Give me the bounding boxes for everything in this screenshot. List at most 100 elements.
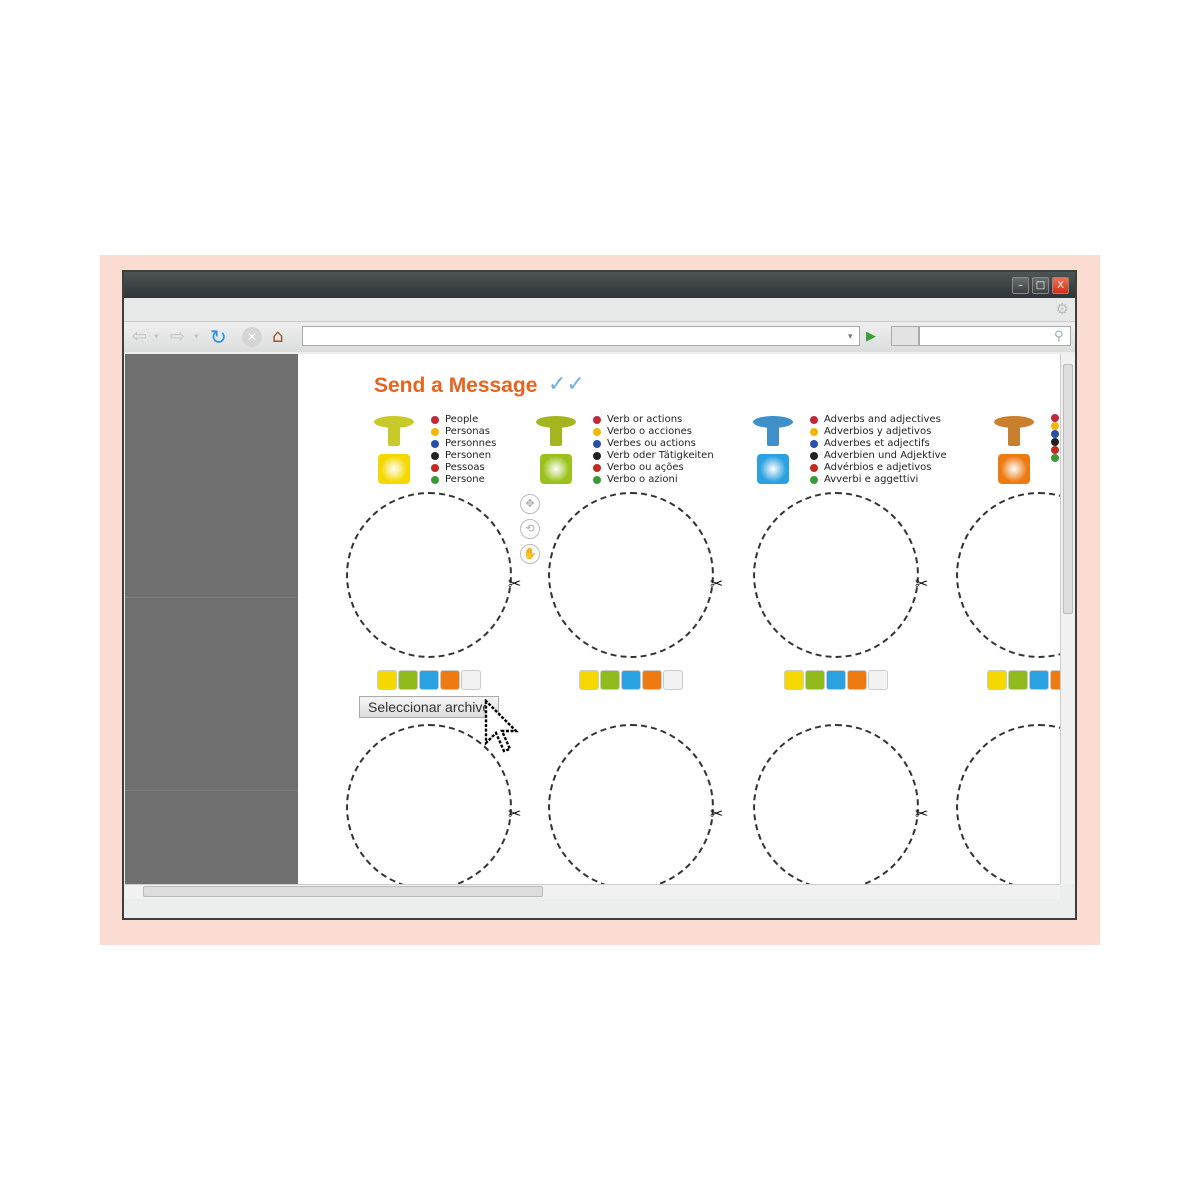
search-engine-dropdown[interactable] [891, 326, 919, 346]
language-label [1051, 422, 1060, 430]
color-swatch[interactable] [642, 670, 662, 690]
flag-icon [1051, 430, 1059, 438]
color-swatch[interactable] [1029, 670, 1049, 690]
color-swatch[interactable] [579, 670, 599, 690]
address-dropdown-icon[interactable]: ▾ [848, 332, 853, 342]
color-swatch[interactable] [663, 670, 683, 690]
label-text: Adverbien und Adjektive [824, 450, 947, 461]
select-file-button[interactable]: Seleccionar archivo [359, 696, 499, 718]
go-icon[interactable]: ▶ [866, 329, 876, 344]
color-swatch[interactable] [377, 670, 397, 690]
minimize-button[interactable]: – [1012, 277, 1029, 294]
language-label: Adverbs and adjectives [810, 414, 947, 426]
scissors-icon[interactable]: ✂ [915, 574, 929, 593]
menu-bar: ⚙ [124, 298, 1075, 322]
drop-zone-circle[interactable] [956, 492, 1060, 658]
color-swatch[interactable] [419, 670, 439, 690]
language-label: People [431, 414, 496, 426]
color-swatch[interactable] [805, 670, 825, 690]
color-swatches [377, 670, 481, 690]
peg-stem [767, 424, 779, 446]
vertical-scrollbar[interactable] [1060, 354, 1075, 884]
drop-zone-circle[interactable] [548, 724, 714, 884]
language-label: Personas [431, 426, 496, 438]
stop-icon[interactable]: ✕ [242, 327, 262, 347]
scissors-icon[interactable]: ✂ [508, 804, 522, 823]
page-content: Send a Message ✓✓ ✥ ⟲ ✋ People Personas Pe… [298, 354, 1060, 884]
language-labels: Verb or actions Verbo o acciones Verbes ou… [593, 414, 714, 486]
language-labels [1051, 414, 1060, 462]
label-text: Personen [445, 450, 492, 461]
status-bar [124, 899, 1075, 918]
color-swatch[interactable] [440, 670, 460, 690]
back-dropdown-icon[interactable]: ▾ [154, 332, 159, 342]
gear-icon[interactable]: ⚙ [1055, 300, 1069, 318]
label-text: Avverbi e aggettivi [824, 474, 919, 485]
vertical-scroll-thumb[interactable] [1063, 364, 1073, 614]
color-swatch[interactable] [600, 670, 620, 690]
color-swatch[interactable] [398, 670, 418, 690]
flag-icon [810, 452, 818, 460]
title-bar: – □ X [124, 272, 1075, 298]
color-swatches [987, 670, 1060, 690]
label-text: People [445, 414, 479, 425]
horizontal-scroll-thumb[interactable] [143, 886, 543, 897]
color-swatch[interactable] [826, 670, 846, 690]
forward-dropdown-icon[interactable]: ▾ [194, 332, 199, 342]
label-text: Adverbios y adjetivos [824, 426, 932, 437]
language-label [1051, 430, 1060, 438]
search-icon[interactable]: ⚲ [1054, 329, 1064, 344]
drop-zone-circle[interactable] [753, 492, 919, 658]
color-swatch[interactable] [847, 670, 867, 690]
color-swatches [579, 670, 683, 690]
back-arrow-icon[interactable]: ⇦ [132, 326, 148, 347]
scissors-icon[interactable]: ✂ [915, 804, 929, 823]
flag-icon [593, 464, 601, 472]
sidebar-panel [125, 354, 298, 884]
label-text: Verbes ou actions [607, 438, 696, 449]
language-label: Verbo o acciones [593, 426, 714, 438]
peg-cap [536, 416, 576, 428]
color-swatch[interactable] [1008, 670, 1028, 690]
language-label: Verbo ou ações [593, 462, 714, 474]
horizontal-scrollbar[interactable] [125, 884, 1060, 899]
drop-zone-circle[interactable] [753, 724, 919, 884]
rotate-tool-icon[interactable]: ⟲ [520, 519, 540, 539]
color-swatch[interactable] [1050, 670, 1060, 690]
forward-arrow-icon[interactable]: ⇨ [170, 326, 186, 347]
drop-zone-circle[interactable] [346, 724, 512, 884]
peg-cap [753, 416, 793, 428]
color-swatch[interactable] [784, 670, 804, 690]
reload-icon[interactable]: ↻ [210, 325, 227, 349]
language-label: Pessoas [431, 462, 496, 474]
drop-zone-circle[interactable] [548, 492, 714, 658]
search-input[interactable] [919, 326, 1071, 346]
address-bar[interactable] [302, 326, 860, 346]
color-swatch[interactable] [987, 670, 1007, 690]
color-swatch[interactable] [868, 670, 888, 690]
color-swatch[interactable] [461, 670, 481, 690]
peg-icon [374, 414, 414, 484]
flag-icon [810, 476, 818, 484]
maximize-button[interactable]: □ [1032, 277, 1049, 294]
flag-icon [593, 452, 601, 460]
home-icon[interactable]: ⌂ [272, 326, 284, 347]
color-square [757, 454, 789, 484]
flag-icon [810, 464, 818, 472]
scissors-icon[interactable]: ✂ [710, 804, 724, 823]
drop-zone-circle[interactable] [346, 492, 512, 658]
scissors-icon[interactable]: ✂ [508, 574, 522, 593]
color-square [378, 454, 410, 484]
flag-icon [1051, 438, 1059, 446]
color-swatch[interactable] [621, 670, 641, 690]
mouse-pointer-icon [484, 698, 524, 763]
move-tool-icon[interactable]: ✥ [520, 494, 540, 514]
language-labels: Adverbs and adjectives Adverbios y adjeti… [810, 414, 947, 486]
language-label: Verb oder Tätigkeiten [593, 450, 714, 462]
scissors-icon[interactable]: ✂ [710, 574, 724, 593]
flag-icon [593, 476, 601, 484]
hand-tool-icon[interactable]: ✋ [520, 544, 540, 564]
close-button[interactable]: X [1052, 277, 1069, 294]
drop-zone-circle[interactable] [956, 724, 1060, 884]
peg-stem [1008, 424, 1020, 446]
